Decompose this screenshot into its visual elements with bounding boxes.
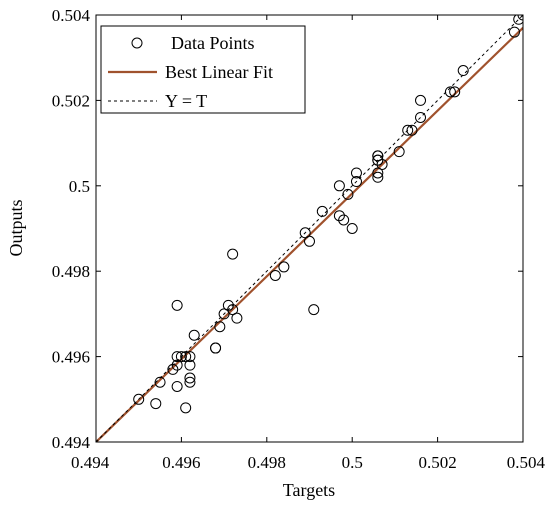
data-point [457,65,469,77]
legend: Data Points Best Linear Fit Y = T [100,25,306,114]
data-point [333,180,345,192]
data-point [415,94,427,106]
legend-label-y-equals-t: Y = T [165,91,207,111]
data-point [372,171,384,183]
legend-box [100,25,306,114]
data-point [308,304,320,316]
legend-label-data-points: Data Points [171,33,255,53]
x-tick-label: 0.504 [507,453,546,472]
data-point [184,376,196,388]
data-point [393,146,405,158]
data-point [513,15,523,25]
data-point [342,188,354,200]
data-point [171,359,183,371]
data-point [449,86,461,98]
data-point [415,111,427,123]
y-tick-label: 0.494 [52,433,91,452]
y-tick-label: 0.5 [69,177,90,196]
data-point [304,235,315,247]
data-point [227,248,239,260]
data-point [150,398,162,410]
data-point [154,376,166,388]
data-points-group [133,15,523,414]
data-point [188,329,200,341]
data-point [184,351,196,363]
data-point [333,210,345,222]
data-point [299,227,311,239]
y-tick-label: 0.504 [52,6,91,25]
x-tick-label: 0.5 [342,453,363,472]
data-point [175,351,187,363]
x-tick-label: 0.496 [162,453,200,472]
y-tick-label: 0.502 [52,91,90,110]
data-point [218,308,230,320]
x-axis: 0.494 0.496 0.498 0.5 0.502 0.504 [71,15,546,472]
data-point [372,154,384,166]
data-point [222,299,234,311]
y-tick-label: 0.496 [52,348,90,367]
data-point [376,158,388,170]
data-point [210,342,222,354]
data-point [338,214,350,226]
data-point [346,223,358,234]
x-tick-label: 0.502 [418,453,456,472]
data-point [167,363,179,375]
data-point [171,380,183,392]
data-point [184,359,196,371]
y-axis-label: Outputs [6,199,26,256]
data-point [184,372,196,384]
data-point [180,402,192,414]
plot-frame [95,14,524,443]
y-axis: 0.494 0.496 0.498 0.5 0.502 0.504 [52,6,523,452]
data-point [350,176,362,188]
y-equals-t-line [96,15,523,442]
data-point [316,205,328,217]
data-point [350,167,362,179]
plot-content [96,15,523,442]
data-point [402,124,414,136]
legend-marker-data-points [131,37,143,49]
data-point [180,351,192,363]
data-point [214,321,226,333]
data-point [372,150,384,162]
data-point [231,312,243,324]
data-point [508,26,520,38]
data-point [133,393,145,405]
data-point [227,304,239,316]
data-point [406,124,418,136]
data-point [269,269,281,281]
y-tick-label: 0.498 [52,262,90,281]
x-tick-label: 0.498 [248,453,286,472]
data-point [278,261,290,273]
data-point [444,86,456,98]
legend-label-best-linear-fit: Best Linear Fit [165,62,273,82]
x-tick-label: 0.494 [71,453,110,472]
data-point [372,167,384,179]
x-axis-label: Targets [283,480,335,500]
data-point [171,351,183,363]
data-point [171,299,183,311]
